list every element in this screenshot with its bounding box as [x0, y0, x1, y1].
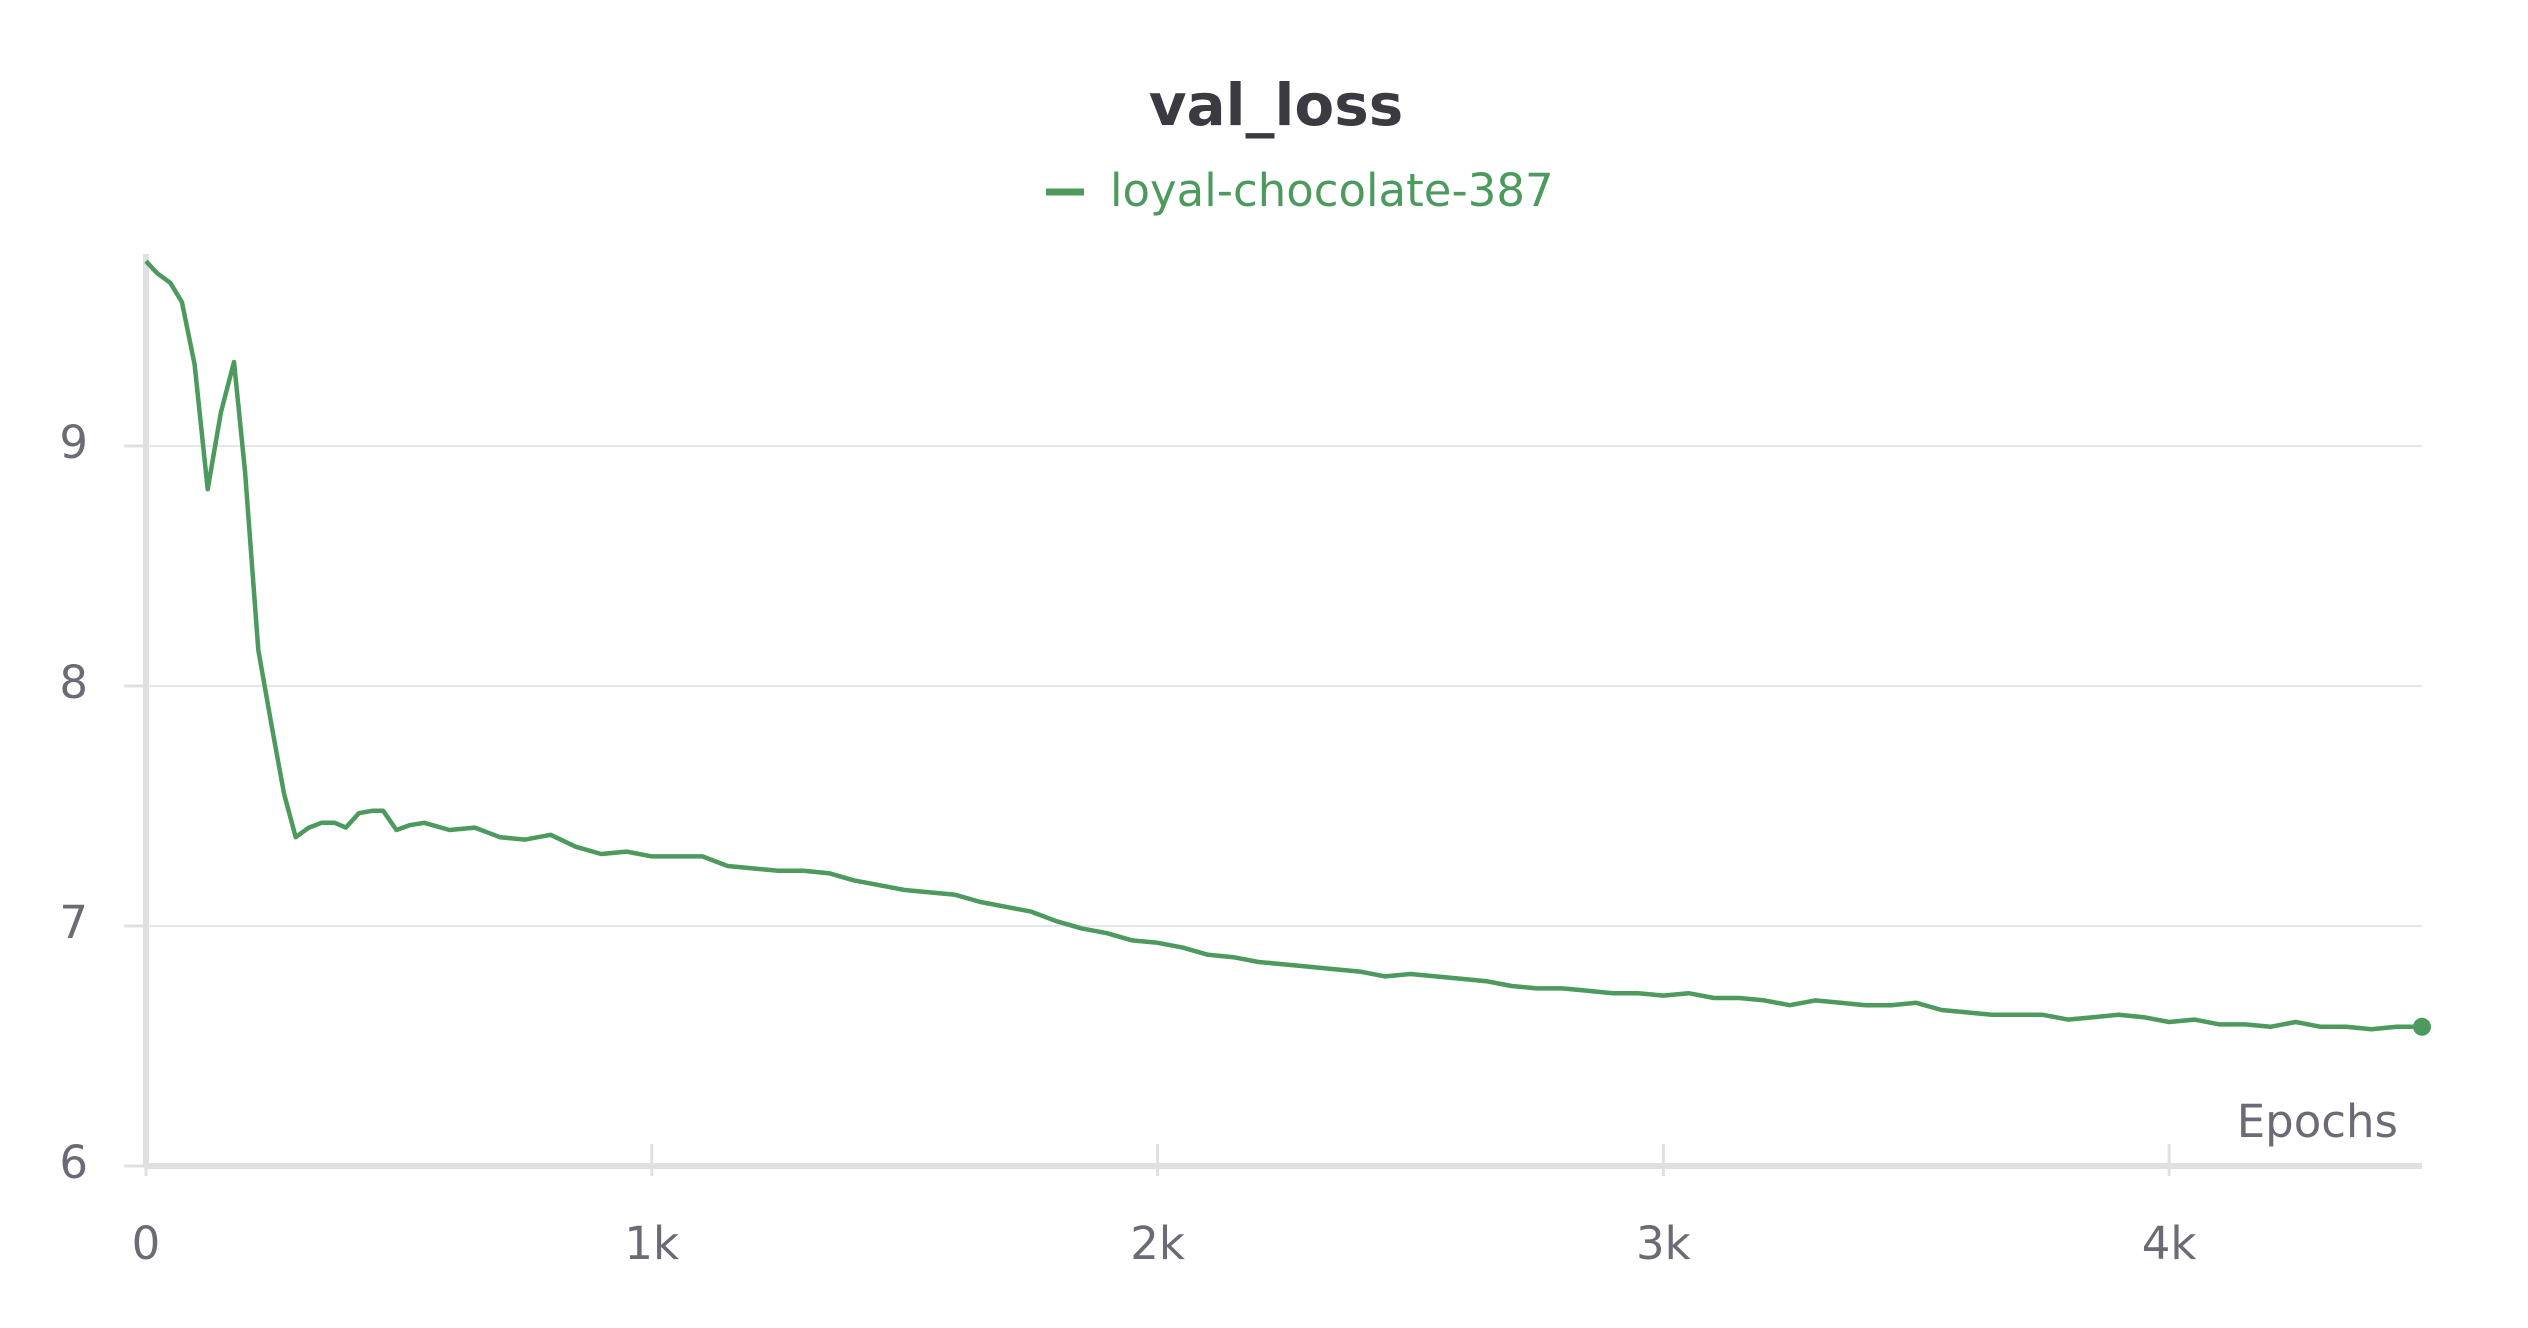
x-tick-label: 0	[132, 1217, 161, 1270]
legend-label: loyal-chocolate-387	[1110, 164, 1554, 217]
last-point	[2413, 1017, 2431, 1036]
line-series	[144, 259, 2422, 1032]
x-axis-label: Epochs	[2237, 1095, 2398, 1148]
y-tick-label: 7	[59, 896, 88, 949]
x-tick-label: 3k	[1636, 1217, 1691, 1270]
chart-title: val_loss	[1149, 71, 1404, 139]
y-tick-label: 6	[59, 1136, 88, 1189]
x-tick-label: 4k	[2142, 1217, 2197, 1270]
x-tick-label: 1k	[624, 1217, 679, 1270]
x-tick-label: 2k	[1130, 1217, 1185, 1270]
legend: loyal-chocolate-387	[1046, 164, 1554, 217]
y-tick-label: 9	[59, 416, 88, 469]
y-tick-label: 8	[59, 656, 88, 709]
